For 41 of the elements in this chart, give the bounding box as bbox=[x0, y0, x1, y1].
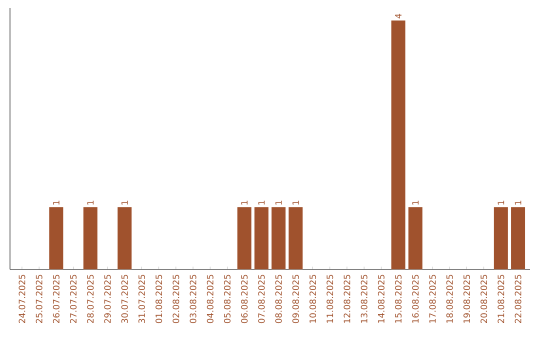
x-tick-label: 06.08.2025 bbox=[241, 274, 248, 324]
x-tick-label: 24.07.2025 bbox=[18, 274, 26, 324]
x-tick-label: 20.08.2025 bbox=[480, 274, 488, 324]
data-label: 1 bbox=[53, 200, 60, 205]
x-tick-label: 26.07.2025 bbox=[52, 274, 60, 324]
x-tick-label: 01.08.2025 bbox=[156, 274, 162, 324]
data-label: 1 bbox=[275, 200, 282, 205]
x-tick-label: 28.07.2025 bbox=[87, 274, 94, 324]
x-tick-label: 27.07.2025 bbox=[70, 274, 77, 324]
x-tick-label: 31.07.2025 bbox=[138, 274, 145, 323]
x-tick-label: 05.08.2025 bbox=[224, 274, 231, 324]
x-tick-label: 13.08.2025 bbox=[360, 274, 368, 323]
x-tick-label: 30.07.2025 bbox=[121, 274, 128, 323]
x-tick-label: 18.08.2025 bbox=[446, 274, 453, 323]
x-tick-label: 04.08.2025 bbox=[206, 274, 214, 324]
x-tick-label: 25.07.2025 bbox=[36, 274, 42, 324]
x-tick-label: 16.08.2025 bbox=[412, 274, 419, 323]
data-label: 1 bbox=[514, 200, 522, 205]
x-tick-label: 03.08.2025 bbox=[190, 274, 196, 324]
data-label: 1 bbox=[241, 200, 248, 205]
x-tick-label: 29.07.2025 bbox=[104, 274, 111, 324]
x-tick-label: 21.08.2025 bbox=[498, 274, 504, 324]
x-tick-label: 09.08.2025 bbox=[292, 274, 299, 324]
data-label: 1 bbox=[258, 200, 265, 205]
x-tick-label: 12.08.2025 bbox=[344, 274, 350, 323]
data-label: 1 bbox=[121, 200, 128, 205]
x-tick-label: 07.08.2025 bbox=[258, 274, 265, 324]
x-tick-label: 14.08.2025 bbox=[378, 274, 384, 323]
data-label: 1 bbox=[87, 200, 94, 205]
x-tick-label: 08.08.2025 bbox=[275, 274, 282, 324]
x-tick-label: 19.08.2025 bbox=[463, 274, 470, 323]
data-label: 1 bbox=[412, 200, 419, 205]
x-tick-label: 11.08.2025 bbox=[326, 274, 334, 323]
x-tick-label: 10.08.2025 bbox=[310, 274, 316, 323]
x-tick-label: 02.08.2025 bbox=[172, 274, 180, 324]
x-tick-label: 15.08.2025 bbox=[395, 274, 402, 323]
data-label: 4 bbox=[395, 14, 402, 18]
data-label: 1 bbox=[292, 200, 299, 205]
data-label: 1 bbox=[498, 200, 504, 205]
x-tick-label: 22.08.2025 bbox=[514, 274, 522, 324]
x-tick-label: 17.08.2025 bbox=[429, 274, 436, 323]
